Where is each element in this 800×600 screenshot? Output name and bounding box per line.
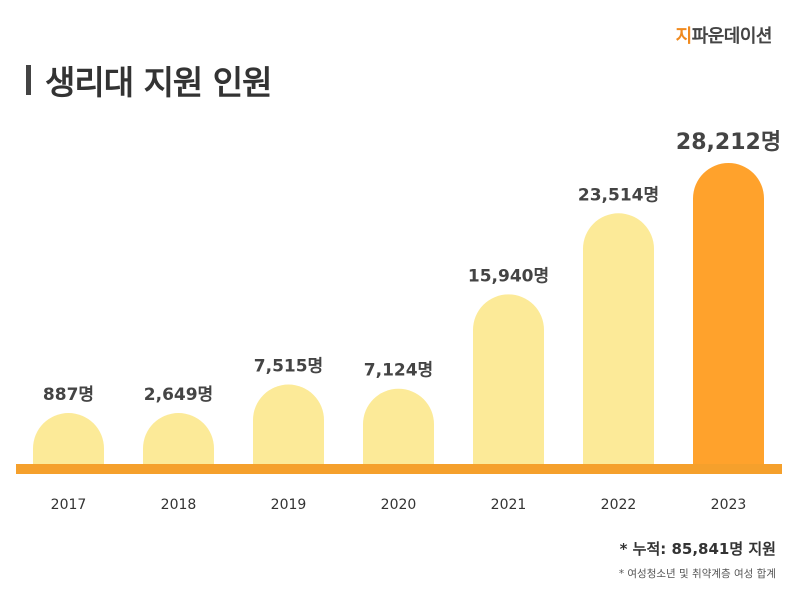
brand-logo: 지파운데이션 (675, 22, 773, 48)
value-label-2022: 23,514명 (578, 185, 659, 205)
x-tick-2023: 2023 (711, 497, 747, 513)
scope-footnote: * 여성청소년 및 취약계층 여성 합계 (618, 568, 776, 580)
x-tick-2020: 2020 (381, 497, 417, 513)
bar-2020 (363, 388, 434, 465)
bar-2019 (253, 384, 324, 465)
x-axis-baseline (16, 464, 782, 474)
bar-2018 (143, 413, 214, 465)
bar-2022 (583, 213, 654, 465)
bar-2017 (33, 413, 104, 465)
value-label-2019: 7,515명 (254, 357, 323, 377)
value-label-2017: 887명 (43, 385, 94, 405)
title-accent-bar (26, 65, 31, 95)
total-footnote: * 누적: 85,841명 지원 (619, 540, 776, 558)
value-label-2018: 2,649명 (144, 385, 213, 405)
x-tick-2017: 2017 (51, 497, 87, 513)
value-label-2023: 28,212명 (676, 130, 781, 155)
bar-2021 (473, 294, 544, 465)
value-label-2021: 15,940명 (468, 266, 549, 286)
x-tick-2021: 2021 (491, 497, 527, 513)
brand-logo-accent: 지 (675, 26, 693, 47)
x-tick-2019: 2019 (271, 497, 307, 513)
bar-2023 (693, 163, 764, 465)
brand-logo-text: 파운데이션 (691, 26, 773, 47)
x-tick-2022: 2022 (601, 497, 637, 513)
value-label-2020: 7,124명 (364, 361, 433, 381)
x-tick-2018: 2018 (161, 497, 197, 513)
title-block: 생리대 지원 인원 (26, 60, 272, 102)
page-title: 생리대 지원 인원 (45, 63, 272, 102)
